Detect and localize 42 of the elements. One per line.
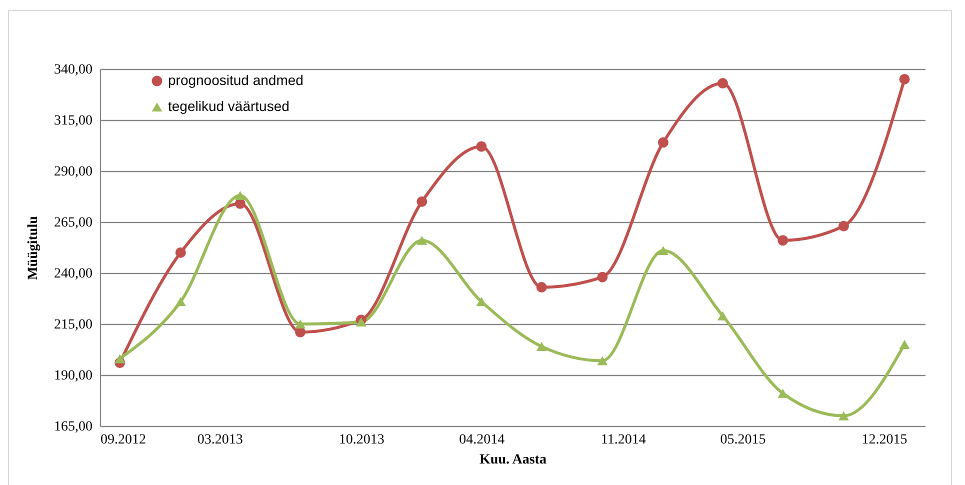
point bbox=[658, 246, 668, 256]
point bbox=[295, 319, 306, 329]
x-tick-label: 09.2012 bbox=[100, 432, 146, 448]
y-tick-label: 240,00 bbox=[54, 266, 92, 282]
y-tick-label: 190,00 bbox=[54, 368, 92, 384]
y-tick-label: 215,00 bbox=[54, 318, 92, 332]
point bbox=[717, 311, 728, 320]
x-tick-label: 11.2014 bbox=[600, 432, 646, 448]
point bbox=[175, 247, 186, 258]
point bbox=[597, 272, 608, 282]
point bbox=[416, 236, 428, 245]
y-tick-label: 340,00 bbox=[54, 62, 92, 78]
point bbox=[838, 411, 849, 420]
point bbox=[416, 196, 428, 207]
legend-label: prognoositud andmed bbox=[168, 72, 304, 88]
x-tick-label: 10.2013 bbox=[338, 432, 384, 448]
point bbox=[536, 282, 547, 293]
point bbox=[778, 388, 788, 398]
point bbox=[175, 297, 186, 306]
y-tick-label: 165,00 bbox=[54, 420, 92, 434]
point bbox=[899, 340, 910, 349]
point bbox=[778, 235, 788, 246]
x-tick-label: 03.2013 bbox=[197, 432, 243, 448]
point bbox=[597, 356, 608, 366]
y-tick-label: 290,00 bbox=[54, 164, 92, 180]
point bbox=[356, 317, 366, 326]
x-axis-title: Kuu. Aasta bbox=[480, 452, 546, 468]
x-tick-label: 05.2015 bbox=[720, 432, 766, 448]
point bbox=[114, 354, 126, 364]
point bbox=[536, 342, 547, 351]
point bbox=[838, 220, 849, 232]
point bbox=[658, 137, 668, 148]
legend-label: tegelikud väärtused bbox=[168, 98, 290, 114]
x-tick-label: 04.2014 bbox=[459, 432, 505, 448]
x-tick-label: 12.2015 bbox=[862, 432, 908, 448]
point bbox=[476, 141, 487, 152]
y-tick-label: 315,00 bbox=[54, 114, 92, 128]
y-tick-label: 265,00 bbox=[54, 216, 92, 230]
point bbox=[899, 74, 910, 84]
point bbox=[234, 190, 246, 200]
y-axis-title: Müügitulu bbox=[26, 216, 41, 280]
point bbox=[717, 78, 728, 89]
